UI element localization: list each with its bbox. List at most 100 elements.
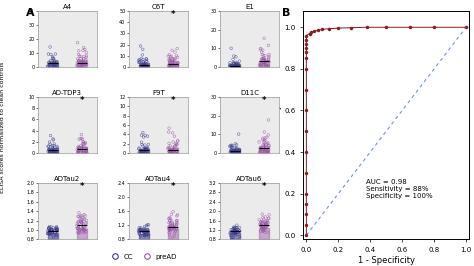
Point — [137, 133, 145, 137]
Point — [169, 151, 177, 155]
Point — [234, 150, 242, 155]
Point — [226, 64, 234, 68]
Point — [47, 230, 55, 235]
Point — [173, 146, 181, 151]
Point — [230, 64, 238, 68]
Point — [229, 64, 237, 68]
Point — [174, 139, 182, 143]
Point — [144, 147, 152, 151]
Point — [165, 58, 173, 62]
Point — [171, 62, 179, 66]
Point — [140, 226, 148, 231]
Point — [236, 59, 243, 63]
Point — [232, 149, 240, 153]
Point — [236, 229, 243, 233]
Point — [259, 143, 267, 147]
Point — [233, 223, 241, 227]
Point — [47, 52, 55, 56]
Point — [166, 64, 173, 69]
Point — [227, 144, 234, 148]
Point — [229, 235, 237, 240]
Point — [48, 227, 55, 232]
Point — [257, 224, 265, 228]
Point — [264, 64, 271, 68]
Point — [53, 225, 60, 229]
Point — [76, 54, 83, 58]
Point — [143, 227, 151, 231]
Point — [52, 150, 59, 154]
Point — [264, 43, 272, 47]
Point — [228, 150, 236, 155]
Point — [82, 55, 90, 59]
Point — [165, 217, 173, 221]
Point — [51, 230, 59, 235]
Point — [49, 61, 56, 65]
Point — [257, 222, 264, 227]
Point — [137, 234, 145, 238]
Point — [258, 62, 265, 66]
Text: ELISA scores normalized to clean controls: ELISA scores normalized to clean control… — [0, 62, 5, 193]
Point — [145, 142, 152, 147]
Point — [81, 148, 88, 153]
Point — [257, 220, 265, 224]
Point — [230, 148, 238, 153]
Point — [264, 58, 272, 62]
Text: *: * — [80, 96, 84, 105]
Point — [77, 147, 85, 151]
Point — [144, 151, 152, 155]
Point — [231, 228, 238, 232]
Point — [143, 147, 150, 151]
Point — [141, 63, 148, 68]
Point — [171, 50, 179, 54]
Point — [261, 142, 268, 146]
Point — [262, 224, 269, 228]
Point — [261, 53, 269, 58]
Point — [261, 138, 269, 143]
Point — [171, 63, 178, 67]
Point — [168, 149, 176, 153]
Title: ADTau2: ADTau2 — [54, 176, 81, 182]
Text: A: A — [26, 8, 35, 18]
Point — [166, 63, 173, 67]
Point — [233, 63, 240, 68]
Point — [142, 63, 149, 67]
Point — [141, 63, 148, 68]
Point — [167, 56, 175, 60]
Point — [255, 218, 263, 222]
Point — [259, 136, 267, 140]
Point — [142, 65, 149, 69]
Point — [48, 143, 56, 148]
Point — [73, 226, 81, 230]
Point — [73, 230, 81, 234]
Point — [75, 148, 83, 152]
Point — [231, 231, 238, 235]
Point — [259, 221, 266, 225]
Point — [264, 223, 271, 228]
Title: C6T: C6T — [152, 3, 165, 10]
Point — [54, 229, 61, 233]
Point — [264, 151, 272, 155]
Point — [50, 142, 58, 146]
Point — [260, 227, 268, 231]
Point — [262, 222, 269, 226]
Point — [54, 151, 61, 155]
Point — [81, 145, 88, 149]
Point — [262, 224, 270, 228]
Point — [168, 147, 176, 152]
Point — [228, 64, 235, 68]
Point — [77, 64, 85, 68]
Point — [168, 63, 176, 67]
Point — [53, 63, 60, 67]
Point — [74, 151, 82, 155]
Point — [53, 227, 61, 231]
Point — [257, 150, 265, 154]
Point — [167, 64, 174, 68]
Point — [82, 57, 90, 61]
Point — [169, 149, 176, 153]
Point — [230, 65, 238, 69]
Point — [166, 226, 173, 230]
Point — [235, 62, 242, 66]
Point — [139, 229, 147, 234]
Point — [232, 230, 239, 235]
Point — [75, 231, 82, 235]
